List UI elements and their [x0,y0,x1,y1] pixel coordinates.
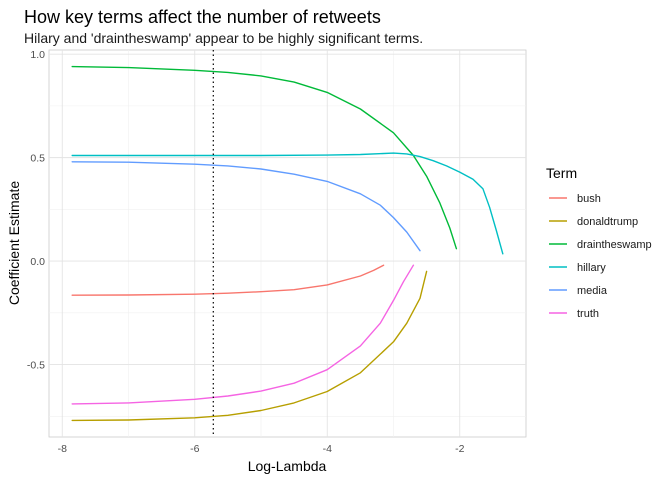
y-tick-label: 0.0 [30,256,45,268]
series-line-draintheswamp [71,65,458,250]
y-axis-ticks: -0.5 0.0 0.5 1.0 [27,49,45,371]
legend-item-bush: bush [549,193,601,205]
series-line-hillary [71,152,504,255]
legend: Term bush donaldtrump draintheswamp hillary… [546,165,652,320]
chart-title: How key terms affect the number of retwe… [24,7,381,27]
y-tick-label: -0.5 [27,360,45,372]
x-axis-title: Log-Lambda [248,458,327,474]
major-gridlines [49,50,526,437]
series-line-bush [71,264,385,296]
legend-title: Term [546,165,577,181]
series-line-truth [71,264,415,405]
x-tick-label: -4 [323,443,332,455]
legend-item-draintheswamp: draintheswamp [549,239,652,251]
x-tick-label: -6 [190,443,199,455]
series-line-media [71,161,421,252]
legend-label-draintheswamp: draintheswamp [577,239,652,251]
x-axis-ticks: -8 -6 -4 -2 [58,443,465,455]
legend-label-donaldtrump: donaldtrump [577,216,638,228]
x-tick-label: -2 [455,443,464,455]
series-lines [71,65,504,422]
y-tick-label: 1.0 [30,49,45,61]
legend-item-media: media [549,285,608,297]
legend-label-hillary: hillary [577,262,606,274]
minor-gridlines [49,50,526,437]
y-tick-label: 0.5 [30,153,45,165]
legend-item-truth: truth [549,308,599,320]
legend-label-media: media [577,285,608,297]
series-line-donaldtrump [71,270,428,422]
legend-label-truth: truth [577,308,599,320]
legend-item-hillary: hillary [549,262,606,274]
legend-label-bush: bush [577,193,601,205]
y-axis-title: Coefficient Estimate [6,181,22,305]
legend-item-donaldtrump: donaldtrump [549,216,638,228]
chart-subtitle: Hilary and 'draintheswamp' appear to be … [24,30,423,46]
x-tick-label: -8 [58,443,67,455]
